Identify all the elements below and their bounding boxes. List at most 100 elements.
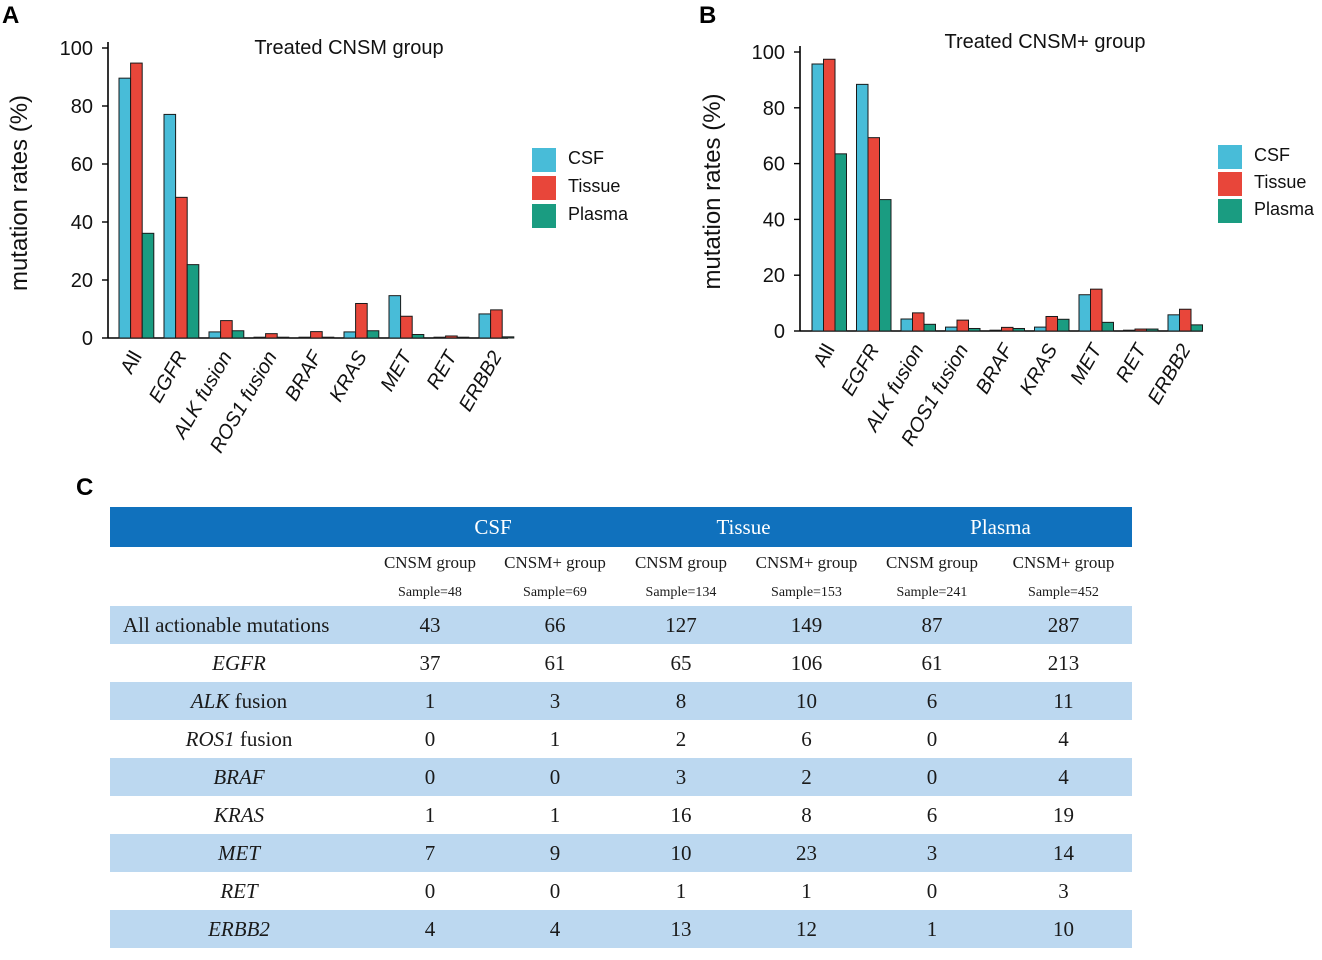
table-row-label: MET [110,834,368,872]
panel-label-b: B [699,2,717,29]
gene-name: ALK [190,688,230,713]
table-row-label: ROS1 fusion [110,720,368,758]
table-cell: 149 [744,606,869,644]
table-sample-size: Sample=153 [771,584,842,600]
chart-b-y-tick-label: 80 [763,98,785,120]
table-subheader: CNSM+ group [755,553,858,572]
table-sample-size: Sample=134 [645,584,717,600]
table-cell: 6 [801,726,812,751]
chart-b-bar-csf [1167,314,1180,332]
table-group-plasma: Plasma [869,507,1132,547]
chart-b-x-tick-label: MET [1066,339,1107,388]
table-subheader: CNSM+ group [504,553,606,572]
table-row: ALK fusion 1 3 8 10 6 11 [110,682,1132,720]
chart-a-y-tick-label: 60 [71,154,93,176]
chart-a-x-tick-label: EGFR [145,348,192,407]
chart-a-legend-label-csf: CSF [568,148,604,168]
table-cell: 2 [744,758,869,796]
chart-b-bar-tissue [1179,308,1192,332]
chart-a-bar-csf [478,313,492,339]
table-cell: 10 [744,682,869,720]
chart-a-legend-label-tissue: Tissue [568,176,620,196]
table-subheader-row: CNSM group CNSM+ group CNSM group CNSM+ gro… [110,547,1132,579]
chart-b-bar-tissue [823,58,836,332]
chart-b: 0 20 40 60 80 100 mutation rates (%) Treated CN… [700,31,1315,450]
chart-a-legend-swatch-tissue [532,176,556,200]
table-sample-size: Sample=48 [398,584,462,600]
chart-a-bar-csf [163,113,177,339]
chart-b-bar-plasma [879,199,892,332]
table-cell: 16 [670,802,692,827]
table-sample-row: Sample=48 Sample=69 Sample=134 Sample=153 Sa… [110,579,1132,606]
chart-b-legend-swatch-plasma [1218,199,1242,223]
table-group-tissue: Tissue [618,507,869,547]
chart-a-bar-tissue [355,302,368,339]
chart-a-bar-tissue [220,320,233,339]
gene-suffix: fusion [229,688,288,713]
table-cell: 4 [995,758,1132,796]
panel-label-a: A [2,2,20,29]
chart-b-bar-tissue [956,319,969,332]
table-cell: 6 [926,802,938,827]
table-cell: 3 [1058,878,1069,903]
table-group-csf: CSF [368,507,618,547]
table-row-label: ALK fusion [110,682,368,720]
chart-a-bar-plasma [186,264,200,339]
table-cell: 13 [618,910,744,948]
table-cell: 7 [368,834,492,872]
table-cell: 0 [368,758,492,796]
table-header-blank [110,507,368,547]
chart-a-legend-label-plasma: Plasma [568,204,629,224]
table-cell: 3 [492,682,618,720]
chart-a-x-tick-label: KRAS [325,347,372,406]
table-cell: 1 [424,802,436,827]
gene-name: EGFR [212,650,266,675]
chart-a-bar-plasma [456,336,470,339]
chart-b-bar-plasma [834,153,847,332]
table-cell: 87 [869,606,995,644]
gene-name: BRAF [213,764,265,789]
chart-a-bar-plasma [276,336,290,339]
chart-a-bar-csf [343,331,357,339]
chart-a-bar-plasma [411,334,425,339]
table-cell: 43 [368,606,492,644]
table-cell: 0 [492,758,618,796]
gene-name: ROS1 [185,726,235,751]
table-cell: 1 [869,910,995,948]
table-cell: 1 [368,682,492,720]
chart-a-title: Treated CNSM group [254,37,443,59]
chart-b-y-axis-label: mutation rates (%) [700,93,726,289]
chart-a-bar-plasma [321,336,335,339]
table-cell: 1 [549,726,561,751]
table-sample-size: Sample=241 [896,584,968,600]
chart-b-bar-tissue [1045,315,1058,332]
chart-b-legend-label-tissue: Tissue [1254,172,1306,192]
chart-b-x-tick-label: KRAS [1016,340,1063,399]
chart-b-y-tick-label: 40 [763,209,785,231]
table-row: RET 0 0 1 1 0 3 [110,872,1132,910]
table-cell: 6 [869,682,995,720]
table-cell: 0 [926,726,938,751]
table-cell: 65 [670,650,692,675]
chart-a-x-tick-label: RET [423,346,463,393]
chart-b-x-tick-label: EGFR [837,341,884,400]
table-sample-size: Sample=452 [1028,584,1099,600]
chart-a-bar-plasma [366,330,380,339]
chart-b-legend-swatch-tissue [1218,172,1242,196]
gene-name: KRAS [213,802,265,827]
table-cell: 4 [492,910,618,948]
table-cell: 12 [744,910,869,948]
chart-a-legend-swatch-plasma [532,204,556,228]
chart-b-bar-csf [945,326,958,332]
table-cell: 61 [921,650,943,675]
chart-b-bar-plasma [1146,328,1159,332]
chart-b-x-tick-label: All [809,341,839,371]
table-cell: 4 [1058,726,1069,751]
table-cell: 127 [618,606,744,644]
chart-b-bar-csf [1034,326,1047,332]
chart-a-bar-tissue [265,333,278,339]
chart-b-bar-tissue [912,312,925,332]
table-cell: 106 [790,650,823,675]
table-row: BRAF 0 0 3 2 0 4 [110,758,1132,796]
table-cell: 1 [801,878,812,903]
